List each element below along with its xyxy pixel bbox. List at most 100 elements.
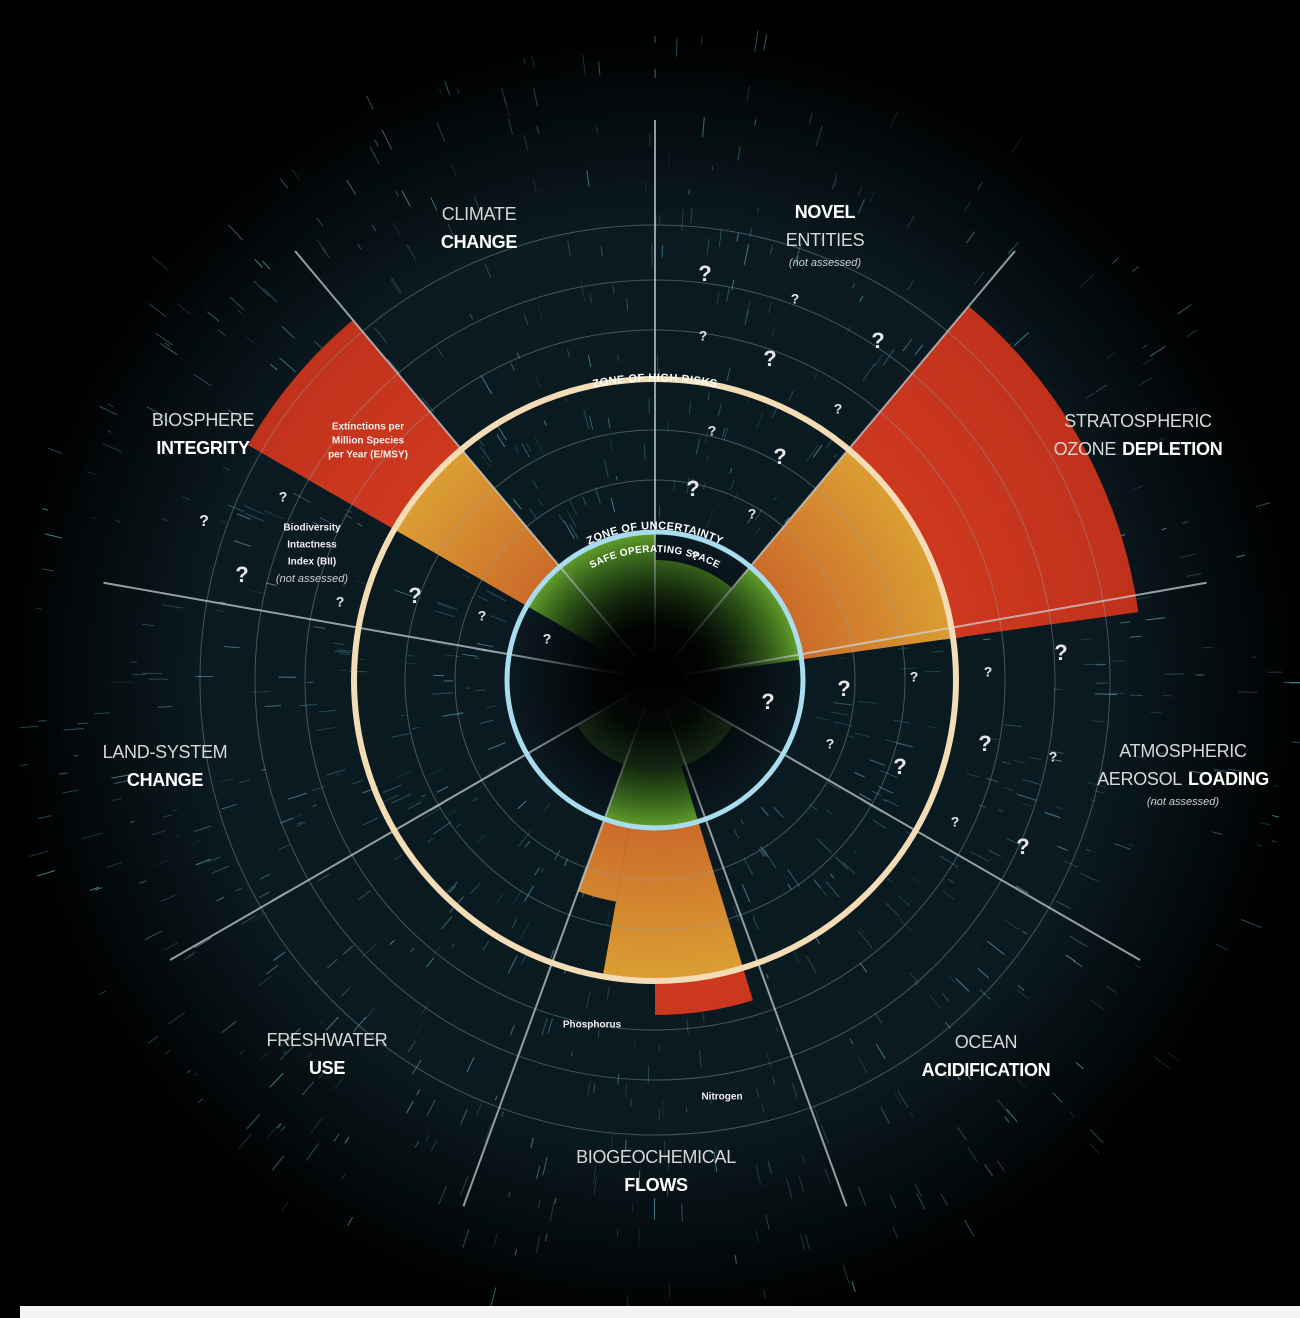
streak bbox=[371, 224, 377, 232]
streak bbox=[1085, 392, 1095, 399]
streak bbox=[760, 850, 766, 857]
streak bbox=[564, 397, 568, 403]
streak bbox=[997, 1099, 1010, 1115]
streak bbox=[480, 454, 492, 470]
streak bbox=[744, 310, 749, 325]
streak bbox=[534, 867, 540, 876]
streak bbox=[733, 906, 740, 922]
streak bbox=[437, 601, 458, 610]
streak bbox=[547, 1018, 553, 1034]
question-mark: ? bbox=[478, 608, 487, 624]
streak bbox=[878, 785, 894, 794]
streak bbox=[160, 517, 168, 522]
streak bbox=[804, 1234, 810, 1250]
streak bbox=[600, 246, 603, 257]
streak bbox=[187, 1069, 191, 1074]
streak bbox=[749, 228, 753, 237]
streak bbox=[593, 1083, 596, 1093]
boundary-label-part: NOVEL bbox=[795, 202, 856, 222]
streak bbox=[900, 667, 918, 670]
streak bbox=[955, 978, 970, 992]
streak bbox=[775, 1026, 779, 1032]
streak bbox=[754, 509, 763, 521]
streak bbox=[686, 1019, 689, 1035]
streak bbox=[164, 941, 179, 951]
core bbox=[505, 530, 805, 830]
streak bbox=[227, 409, 242, 419]
streak bbox=[1240, 918, 1262, 929]
streak bbox=[596, 126, 599, 134]
question-mark: ? bbox=[984, 664, 993, 680]
streak bbox=[163, 814, 172, 818]
streak bbox=[337, 649, 356, 653]
streak bbox=[740, 819, 745, 825]
streak bbox=[721, 427, 726, 438]
streak bbox=[480, 375, 493, 395]
streak bbox=[833, 453, 838, 458]
streak bbox=[580, 280, 586, 302]
streak bbox=[849, 1038, 854, 1045]
streak bbox=[566, 349, 570, 357]
streak bbox=[858, 925, 866, 935]
question-mark: ? bbox=[834, 401, 843, 417]
streak bbox=[514, 446, 519, 453]
streak bbox=[487, 765, 502, 775]
boundary-label: BIOSPHERE bbox=[152, 410, 255, 430]
boundary-label: CLIMATE bbox=[442, 204, 517, 224]
streak bbox=[460, 1176, 469, 1197]
streak bbox=[569, 499, 578, 516]
streak bbox=[741, 884, 751, 903]
streak bbox=[460, 1108, 468, 1125]
streak bbox=[107, 403, 115, 408]
streak bbox=[347, 1216, 354, 1226]
streak bbox=[390, 279, 401, 295]
streak bbox=[1090, 999, 1105, 1010]
streak bbox=[1072, 960, 1083, 968]
streak bbox=[914, 344, 924, 355]
streak bbox=[449, 885, 457, 893]
streak bbox=[977, 967, 990, 979]
streak bbox=[825, 880, 840, 898]
streak bbox=[766, 973, 769, 979]
streak bbox=[830, 873, 835, 879]
streak bbox=[871, 790, 882, 797]
streak bbox=[517, 830, 532, 847]
streak bbox=[447, 223, 457, 242]
streak bbox=[673, 479, 676, 491]
streak bbox=[588, 415, 594, 430]
streak bbox=[852, 850, 857, 855]
streak bbox=[833, 702, 853, 706]
streak bbox=[263, 288, 278, 303]
streak bbox=[222, 466, 231, 471]
streak bbox=[1186, 329, 1198, 338]
streak bbox=[1057, 845, 1068, 851]
streak bbox=[1161, 527, 1167, 531]
streak bbox=[154, 413, 172, 424]
streak bbox=[310, 1118, 323, 1134]
streak bbox=[758, 848, 765, 857]
streak bbox=[906, 280, 914, 291]
boundary-label: AEROSOL LOADING bbox=[1097, 769, 1269, 789]
streak bbox=[144, 930, 162, 941]
streak bbox=[754, 30, 759, 53]
streak bbox=[743, 244, 750, 265]
streak bbox=[510, 363, 515, 371]
streak bbox=[1111, 660, 1126, 662]
streak bbox=[681, 1204, 683, 1222]
streak bbox=[426, 1099, 436, 1117]
streak bbox=[617, 1073, 620, 1085]
streak bbox=[786, 1178, 793, 1200]
streak bbox=[795, 255, 799, 264]
streak bbox=[93, 712, 111, 715]
streak bbox=[1131, 485, 1144, 491]
streak bbox=[832, 179, 838, 190]
streak bbox=[885, 902, 900, 917]
streak bbox=[773, 806, 784, 818]
streak bbox=[1271, 814, 1280, 818]
streak bbox=[554, 1197, 557, 1205]
streak bbox=[733, 490, 739, 501]
streak bbox=[235, 887, 242, 892]
streak bbox=[788, 390, 794, 401]
boundary-label: ATMOSPHERIC bbox=[1119, 741, 1247, 761]
boundary-label: BIOGEOCHEMICAL bbox=[576, 1147, 736, 1167]
